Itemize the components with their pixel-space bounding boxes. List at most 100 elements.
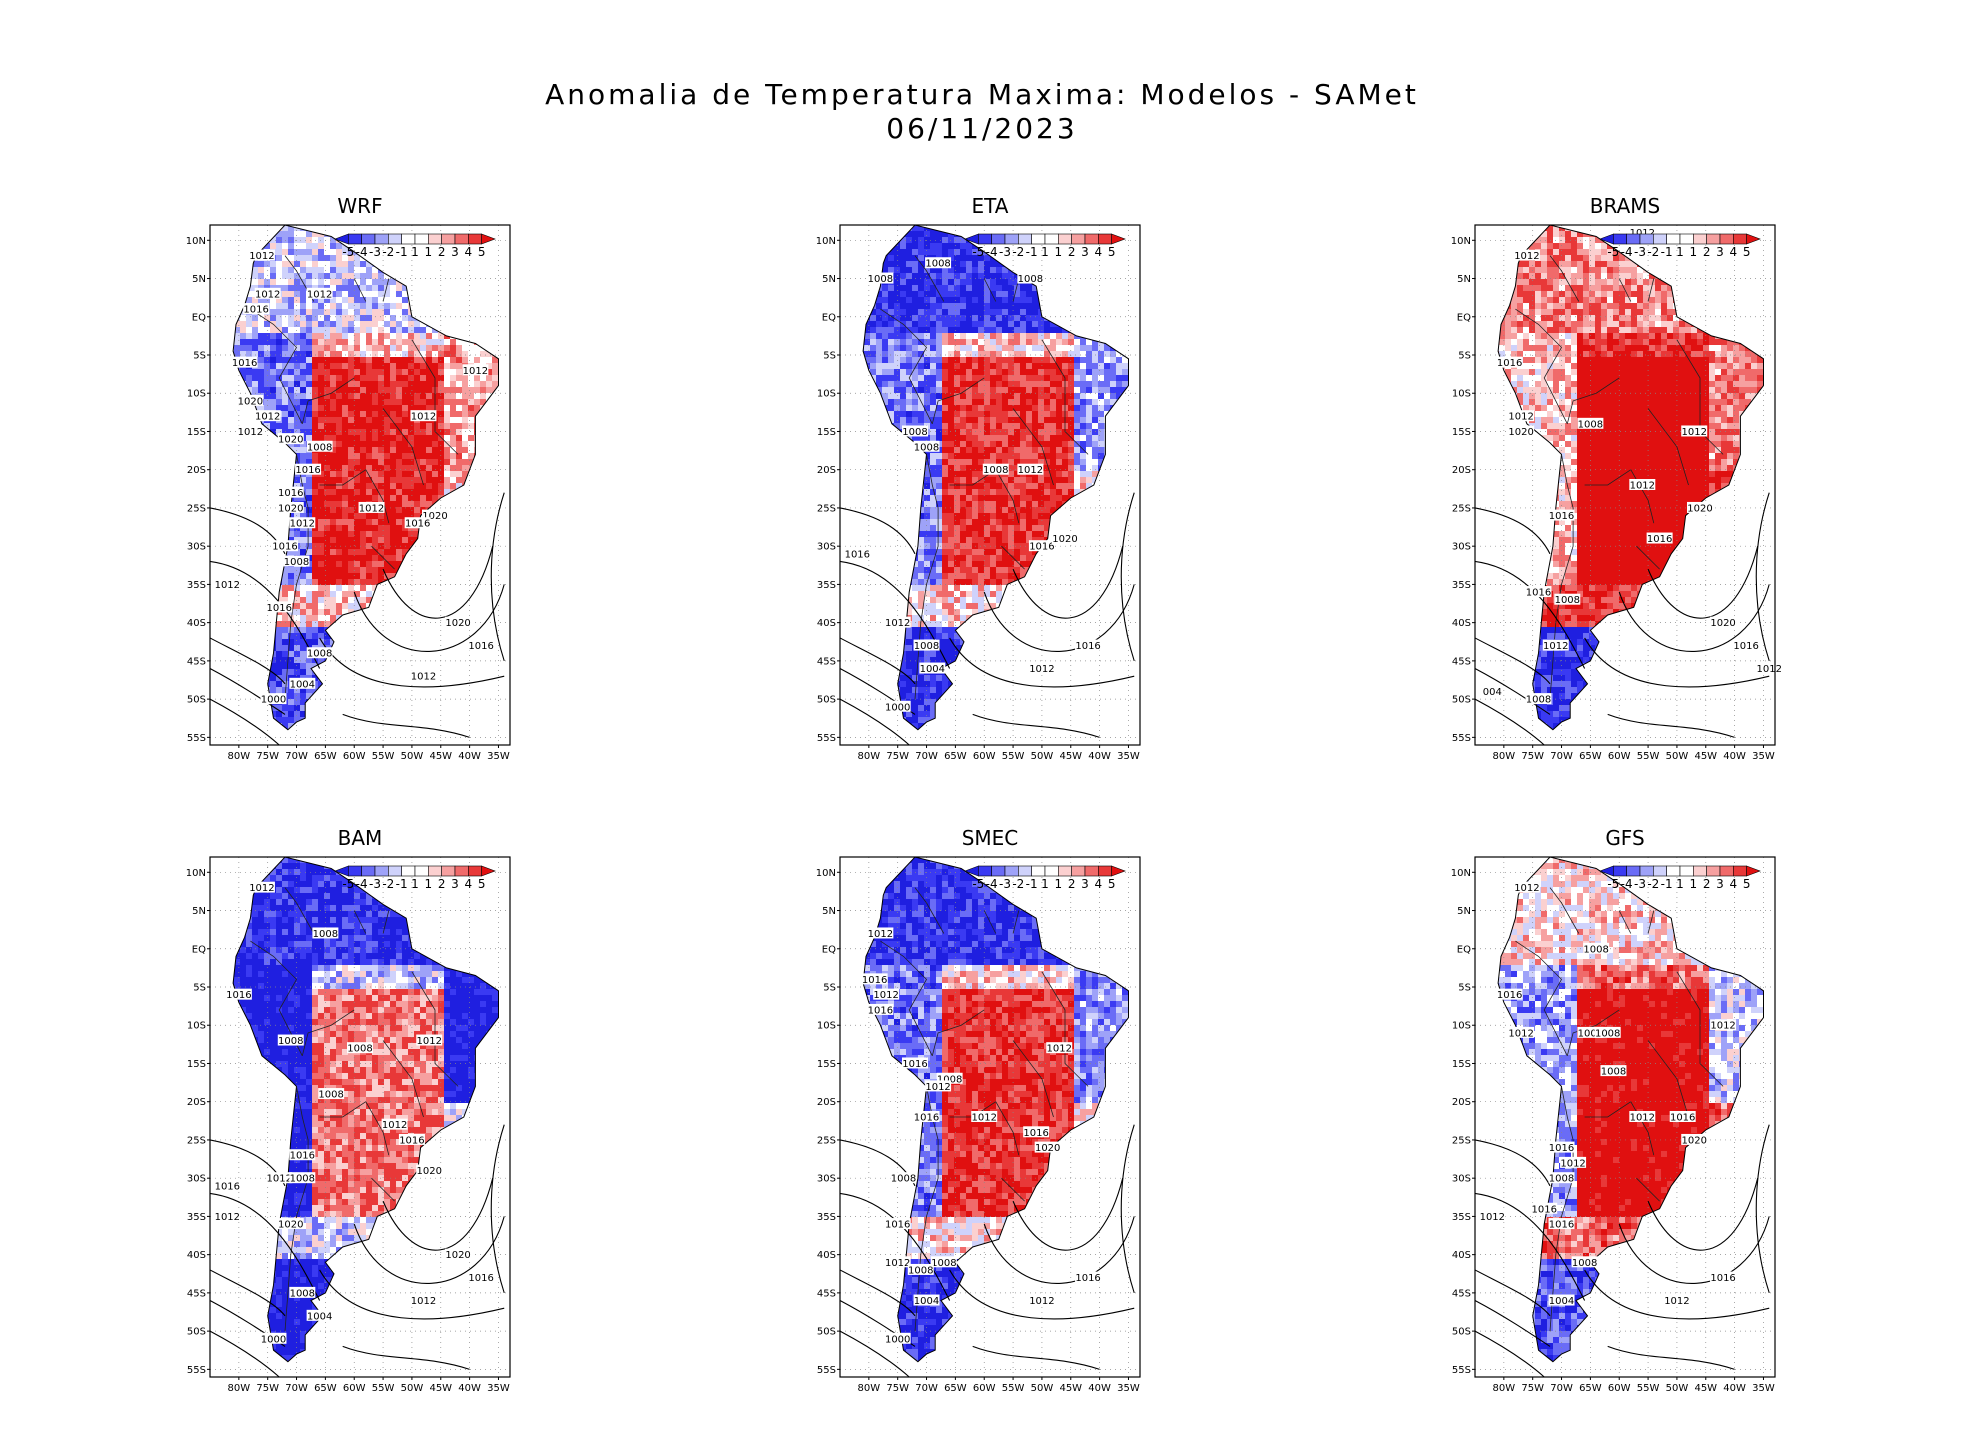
contour-label: 1016 (1670, 1113, 1695, 1124)
lon-tick-label: 65W (1579, 1383, 1602, 1394)
colorbar-label: 4 (1730, 877, 1738, 891)
colorbar-label: 3 (451, 877, 459, 891)
contour-label-bg (225, 988, 252, 1000)
colorbar-label: -4 (986, 877, 998, 891)
lat-tick-label: 10S (817, 389, 836, 400)
contour-label: 1008 (1601, 1067, 1626, 1078)
lat-tick-label: 50S (187, 1327, 206, 1338)
contour-label: 1012 (1480, 1212, 1505, 1223)
colorbar-label: -4 (356, 877, 368, 891)
lat-tick-label: 5N (1457, 906, 1471, 917)
colorbar-label: -2 (1647, 245, 1659, 259)
lat-tick-label: EQ (822, 944, 836, 955)
lon-tick-label: 40W (1723, 1383, 1746, 1394)
colorbar-label: -2 (382, 877, 394, 891)
contour-label: 1008 (1526, 695, 1551, 706)
lat-tick-label: 45S (817, 656, 836, 667)
contour-label: 1008 (290, 1174, 315, 1185)
colorbar-label: -1 (1661, 245, 1673, 259)
colorbar-label: 4 (1095, 245, 1103, 259)
contour-label-bg (1508, 410, 1535, 422)
lon-tick-label: 75W (256, 751, 279, 762)
colorbar-label: 3 (1716, 245, 1724, 259)
contour-label-bg (1548, 1294, 1575, 1306)
lat-tick-label: EQ (192, 944, 206, 955)
contour-label: 1008 (937, 1074, 962, 1085)
colorbar-label: -2 (1012, 245, 1024, 259)
contour-label: 1008 (908, 1265, 933, 1276)
contour-label: 1008 (1555, 595, 1580, 606)
lon-tick-label: 50W (1666, 1383, 1689, 1394)
contour-label: 1000 (885, 702, 910, 713)
contour-label-bg (936, 1072, 963, 1084)
contour-label-bg (277, 486, 304, 498)
contour-label-bg (1629, 226, 1656, 238)
colorbar-label: 4 (1730, 245, 1738, 259)
lon-tick-label: 50W (401, 1383, 424, 1394)
contour-label: 1012 (885, 1258, 910, 1269)
contour-label-bg (306, 440, 333, 452)
axis-ticks: 10N 5N EQ 5S 10S 15S 20S 25S 30S 35S 40S 45S 50S 55S 8… (816, 868, 1140, 1394)
lat-tick-label: 5S (1458, 351, 1471, 362)
lat-tick-label: 10N (816, 868, 836, 879)
contour-label-bg (913, 1111, 940, 1122)
borders (250, 887, 459, 1332)
contour-label: 1012 (1508, 412, 1533, 423)
contour-label: 1012 (411, 672, 436, 683)
colorbar-label: 1 (411, 245, 419, 259)
contour-label-bg (214, 1179, 241, 1191)
contour-label-bg (1479, 1210, 1506, 1222)
contour-label: 1008 (318, 1090, 343, 1101)
contour-label: 1000 (261, 695, 286, 706)
contour-label: 1008 (1549, 1174, 1574, 1185)
contour-label-bg (1577, 1026, 1604, 1038)
contour-label: 1012 (215, 1212, 240, 1223)
anomaly-field (863, 225, 1129, 730)
lat-tick-label: 20S (187, 465, 206, 476)
contour-label: 1016 (1549, 1220, 1574, 1231)
contour-label-bg (468, 1271, 495, 1283)
axis-ticks: 10N 5N EQ 5S 10S 15S 20S 25S 30S 35S 40S 45S 50S 55S 8… (1451, 868, 1775, 1394)
lon-tick-label: 65W (1579, 751, 1602, 762)
contour-label: 1008 (1018, 274, 1043, 285)
contour-label-bg (231, 356, 258, 368)
lat-tick-label: 5S (823, 983, 836, 994)
lon-tick-label: 45W (1694, 751, 1717, 762)
lon-tick-label: 45W (1059, 751, 1082, 762)
contour-label-bg (884, 616, 911, 628)
contour-label: 1016 (1549, 511, 1574, 522)
contour-label: 1016 (405, 519, 430, 530)
contour-label-bg (277, 1218, 304, 1230)
contour-label: 1020 (1687, 503, 1712, 514)
colorbar-label: 1 (1055, 245, 1063, 259)
lat-tick-label: 10S (1452, 389, 1471, 400)
contour-label: 1008 (1583, 944, 1608, 955)
lat-tick-label: 5N (192, 274, 206, 285)
lat-tick-label: 15S (817, 1059, 836, 1070)
lat-tick-label: EQ (822, 312, 836, 323)
lon-tick-label: 80W (228, 1383, 251, 1394)
contour-label-bg (873, 988, 900, 1000)
colorbar-label: 1 (411, 877, 419, 891)
map-frame (1474, 224, 1776, 746)
lon-tick-label: 40W (1723, 751, 1746, 762)
coastline (862, 224, 1129, 731)
contour-label-bg (1756, 662, 1783, 674)
colorbar-label: -5 (1607, 245, 1619, 259)
colorbar-label: 2 (1703, 877, 1711, 891)
contour-label-bg (306, 287, 333, 299)
lon-tick-label: 45W (1059, 1383, 1082, 1394)
contour-label-bg (260, 1332, 287, 1344)
lat-tick-label: 35S (187, 580, 206, 591)
lat-tick-label: 50S (1452, 695, 1471, 706)
contour-label-bg (867, 1003, 894, 1015)
lon-tick-label: 35W (487, 751, 510, 762)
contour-label-bg (1548, 509, 1575, 521)
contour-label-bg (1629, 479, 1656, 490)
lon-tick-label: 50W (1031, 1383, 1054, 1394)
anomaly-field (233, 857, 499, 1362)
contour-label: 1012 (1514, 883, 1539, 894)
map-frame (209, 856, 511, 1378)
colorbar: -5 -4 -3 -2 -1 1 1 2 3 4 5 (1599, 865, 1761, 891)
colorbar-label: -1 (1026, 877, 1038, 891)
